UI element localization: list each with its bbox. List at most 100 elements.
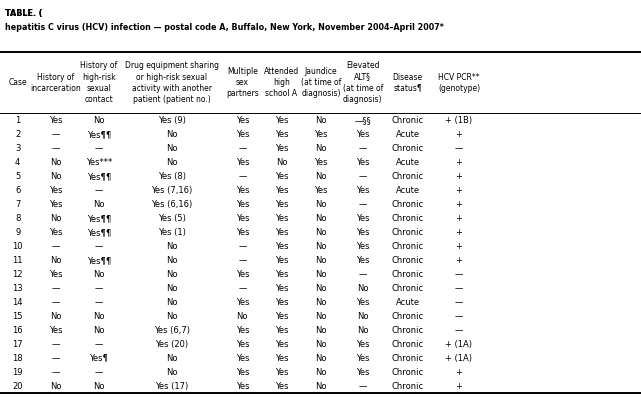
Text: No: No — [276, 158, 287, 167]
Text: —: — — [94, 186, 103, 195]
Text: No: No — [51, 382, 62, 391]
Text: —: — — [52, 298, 60, 307]
Text: —§§: —§§ — [354, 116, 371, 125]
Text: —: — — [238, 256, 247, 265]
Text: No: No — [357, 312, 369, 321]
Text: No: No — [315, 200, 327, 209]
Text: Yes: Yes — [235, 116, 249, 125]
Text: Acute: Acute — [395, 298, 420, 307]
Text: 4: 4 — [15, 158, 21, 167]
Text: Yes: Yes — [235, 326, 249, 335]
Text: —: — — [238, 242, 247, 251]
Text: + (1A): + (1A) — [445, 340, 472, 349]
Text: Chronic: Chronic — [392, 256, 424, 265]
Text: No: No — [315, 144, 327, 153]
Text: Yes: Yes — [356, 256, 370, 265]
Text: No: No — [315, 270, 327, 279]
Text: —: — — [94, 144, 103, 153]
Text: Yes***: Yes*** — [86, 158, 112, 167]
Text: Yes: Yes — [235, 158, 249, 167]
Text: Yes: Yes — [356, 214, 370, 223]
Text: Chronic: Chronic — [392, 340, 424, 349]
Text: Yes: Yes — [274, 298, 288, 307]
Text: Yes: Yes — [235, 382, 249, 391]
Text: TABLE. (: TABLE. ( — [5, 9, 42, 18]
Text: +: + — [456, 214, 462, 223]
Text: —: — — [238, 144, 247, 153]
Text: 11: 11 — [12, 256, 23, 265]
Text: No: No — [166, 256, 178, 265]
Text: No: No — [51, 172, 62, 181]
Text: Yes: Yes — [49, 270, 63, 279]
Text: Yes (6,16): Yes (6,16) — [151, 200, 192, 209]
Text: Yes: Yes — [274, 382, 288, 391]
Text: Chronic: Chronic — [392, 214, 424, 223]
Text: No: No — [51, 214, 62, 223]
Text: 14: 14 — [12, 298, 23, 307]
Text: No: No — [166, 284, 178, 293]
Text: No: No — [315, 340, 327, 349]
Text: —: — — [454, 284, 463, 293]
Text: 7: 7 — [15, 200, 21, 209]
Text: Yes: Yes — [356, 242, 370, 251]
Text: +: + — [456, 228, 462, 237]
Text: 18: 18 — [12, 354, 23, 363]
Text: +: + — [456, 382, 462, 391]
Text: —: — — [52, 368, 60, 377]
Text: Case: Case — [8, 78, 27, 87]
Text: Yes: Yes — [356, 298, 370, 307]
Text: Yes: Yes — [274, 340, 288, 349]
Text: Chronic: Chronic — [392, 284, 424, 293]
Text: Yes (9): Yes (9) — [158, 116, 186, 125]
Text: Yes: Yes — [274, 200, 288, 209]
Text: Yes: Yes — [235, 368, 249, 377]
Text: —: — — [94, 298, 103, 307]
Text: Yes (1): Yes (1) — [158, 228, 186, 237]
Text: No: No — [357, 326, 369, 335]
Text: No: No — [315, 214, 327, 223]
Text: Yes¶¶: Yes¶¶ — [87, 214, 111, 223]
Text: No: No — [51, 256, 62, 265]
Text: Yes¶¶: Yes¶¶ — [87, 256, 111, 265]
Text: Acute: Acute — [395, 158, 420, 167]
Text: Yes: Yes — [235, 214, 249, 223]
Text: Yes¶¶: Yes¶¶ — [87, 228, 111, 237]
Text: —: — — [52, 284, 60, 293]
Text: —: — — [52, 354, 60, 363]
Text: History of
incarceration: History of incarceration — [31, 72, 81, 93]
Text: Attended
high
school A: Attended high school A — [264, 67, 299, 98]
Text: Yes: Yes — [235, 186, 249, 195]
Text: Yes: Yes — [274, 116, 288, 125]
Text: —: — — [454, 270, 463, 279]
Text: Yes: Yes — [314, 130, 328, 139]
Text: No: No — [237, 312, 248, 321]
Text: Yes (7,16): Yes (7,16) — [151, 186, 192, 195]
Text: Yes: Yes — [235, 130, 249, 139]
Text: 3: 3 — [15, 144, 21, 153]
Text: +: + — [456, 130, 462, 139]
Text: Yes: Yes — [49, 228, 63, 237]
Text: —: — — [52, 144, 60, 153]
Text: No: No — [315, 298, 327, 307]
Text: No: No — [166, 368, 178, 377]
Text: —: — — [358, 270, 367, 279]
Text: Yes: Yes — [356, 354, 370, 363]
Text: Yes (5): Yes (5) — [158, 214, 186, 223]
Text: Yes: Yes — [274, 172, 288, 181]
Text: —: — — [454, 326, 463, 335]
Text: No: No — [93, 200, 104, 209]
Text: Yes¶: Yes¶ — [89, 354, 108, 363]
Text: hepatitis C virus (HCV) infection — postal code A, Buffalo, New York, November 2: hepatitis C virus (HCV) infection — post… — [5, 23, 444, 32]
Text: Chronic: Chronic — [392, 172, 424, 181]
Text: + (1B): + (1B) — [445, 116, 472, 125]
Text: Yes: Yes — [314, 158, 328, 167]
Text: Yes: Yes — [314, 186, 328, 195]
Text: No: No — [315, 242, 327, 251]
Text: Yes¶¶: Yes¶¶ — [87, 130, 111, 139]
Text: 20: 20 — [12, 382, 23, 391]
Text: Yes: Yes — [356, 340, 370, 349]
Text: 9: 9 — [15, 228, 21, 237]
Text: Chronic: Chronic — [392, 326, 424, 335]
Text: No: No — [166, 354, 178, 363]
Text: Yes: Yes — [274, 130, 288, 139]
